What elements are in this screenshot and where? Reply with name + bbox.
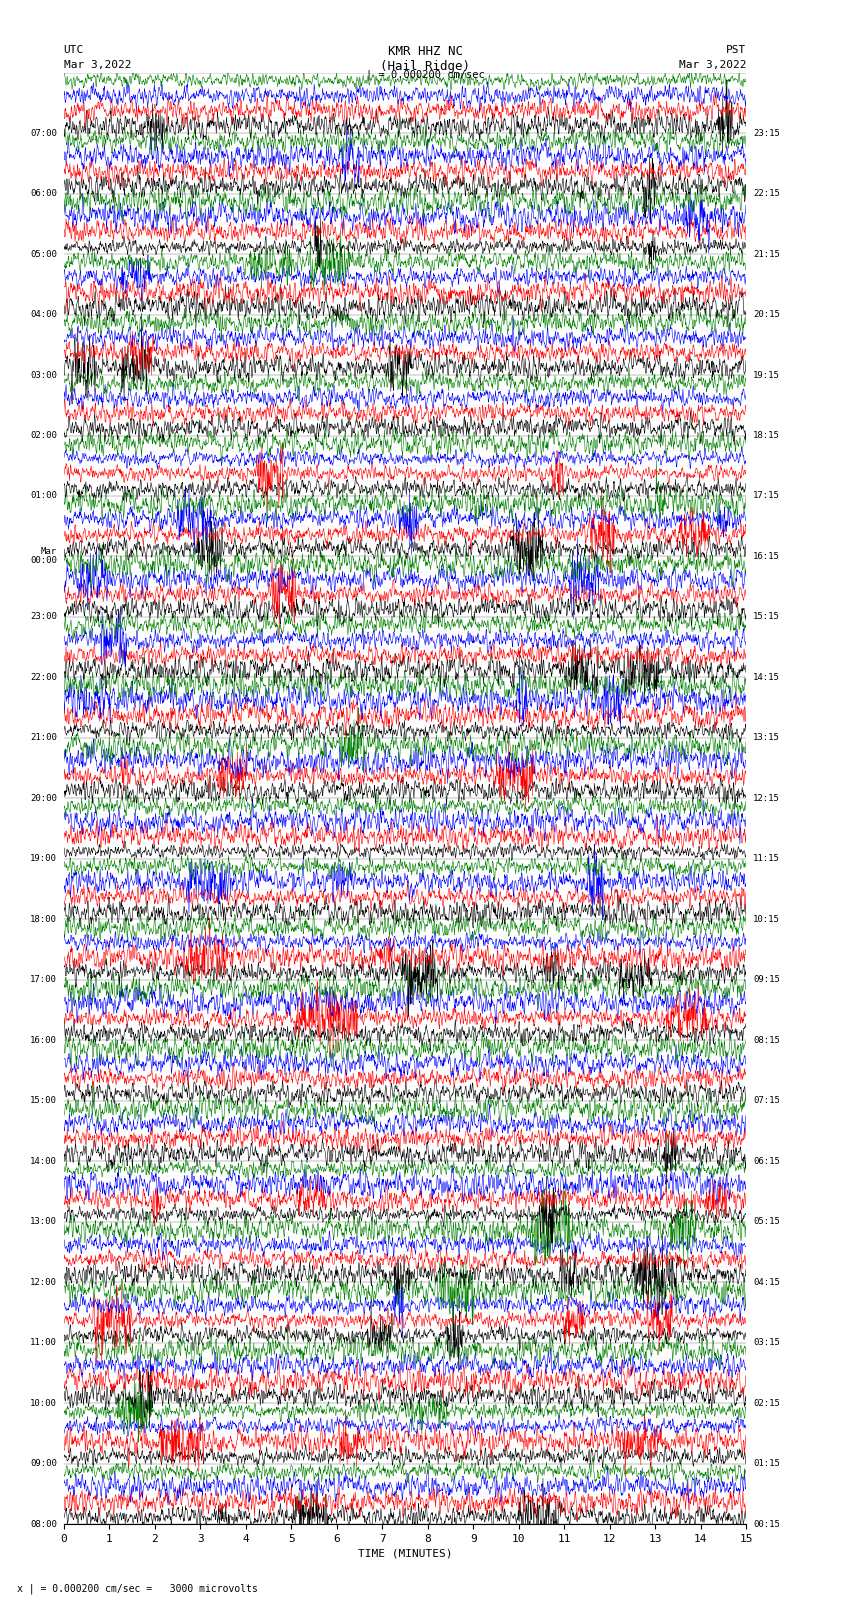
Text: 17:00: 17:00 (30, 976, 57, 984)
Text: 09:00: 09:00 (30, 1460, 57, 1468)
Text: Mar 3,2022: Mar 3,2022 (64, 60, 131, 69)
Text: 06:00: 06:00 (30, 189, 57, 198)
Text: 02:00: 02:00 (30, 431, 57, 440)
Text: 07:00: 07:00 (30, 129, 57, 137)
Text: 22:00: 22:00 (30, 673, 57, 682)
Text: 11:00: 11:00 (30, 1339, 57, 1347)
Text: 00:00: 00:00 (30, 556, 57, 566)
Text: 14:15: 14:15 (753, 673, 780, 682)
X-axis label: TIME (MINUTES): TIME (MINUTES) (358, 1548, 452, 1558)
Text: 16:15: 16:15 (753, 552, 780, 561)
Text: 21:15: 21:15 (753, 250, 780, 258)
Text: Mar 3,2022: Mar 3,2022 (679, 60, 746, 69)
Text: 09:15: 09:15 (753, 976, 780, 984)
Text: 23:00: 23:00 (30, 613, 57, 621)
Text: 03:00: 03:00 (30, 371, 57, 379)
Text: (Hail Ridge): (Hail Ridge) (380, 60, 470, 73)
Text: 13:15: 13:15 (753, 734, 780, 742)
Text: 17:15: 17:15 (753, 492, 780, 500)
Text: 03:15: 03:15 (753, 1339, 780, 1347)
Text: 18:00: 18:00 (30, 915, 57, 924)
Text: 08:00: 08:00 (30, 1519, 57, 1529)
Text: 10:00: 10:00 (30, 1398, 57, 1408)
Text: 18:15: 18:15 (753, 431, 780, 440)
Text: 08:15: 08:15 (753, 1036, 780, 1045)
Text: 12:00: 12:00 (30, 1277, 57, 1287)
Text: PST: PST (726, 45, 746, 55)
Text: 20:15: 20:15 (753, 310, 780, 319)
Text: 14:00: 14:00 (30, 1157, 57, 1166)
Text: KMR HHZ NC: KMR HHZ NC (388, 45, 462, 58)
Text: 21:00: 21:00 (30, 734, 57, 742)
Text: 16:00: 16:00 (30, 1036, 57, 1045)
Text: 15:00: 15:00 (30, 1097, 57, 1105)
Text: 19:00: 19:00 (30, 855, 57, 863)
Text: 05:15: 05:15 (753, 1218, 780, 1226)
Text: 04:00: 04:00 (30, 310, 57, 319)
Text: 23:15: 23:15 (753, 129, 780, 137)
Text: 01:15: 01:15 (753, 1460, 780, 1468)
Text: 01:00: 01:00 (30, 492, 57, 500)
Text: 11:15: 11:15 (753, 855, 780, 863)
Text: 20:00: 20:00 (30, 794, 57, 803)
Text: 07:15: 07:15 (753, 1097, 780, 1105)
Text: Mar: Mar (41, 547, 57, 556)
Text: 04:15: 04:15 (753, 1277, 780, 1287)
Text: 19:15: 19:15 (753, 371, 780, 379)
Text: x | = 0.000200 cm/sec =   3000 microvolts: x | = 0.000200 cm/sec = 3000 microvolts (17, 1582, 258, 1594)
Text: 12:15: 12:15 (753, 794, 780, 803)
Text: 05:00: 05:00 (30, 250, 57, 258)
Text: 10:15: 10:15 (753, 915, 780, 924)
Text: | = 0.000200 cm/sec: | = 0.000200 cm/sec (366, 69, 484, 81)
Text: 00:15: 00:15 (753, 1519, 780, 1529)
Text: 22:15: 22:15 (753, 189, 780, 198)
Text: 02:15: 02:15 (753, 1398, 780, 1408)
Text: 15:15: 15:15 (753, 613, 780, 621)
Text: 13:00: 13:00 (30, 1218, 57, 1226)
Text: 06:15: 06:15 (753, 1157, 780, 1166)
Text: UTC: UTC (64, 45, 84, 55)
